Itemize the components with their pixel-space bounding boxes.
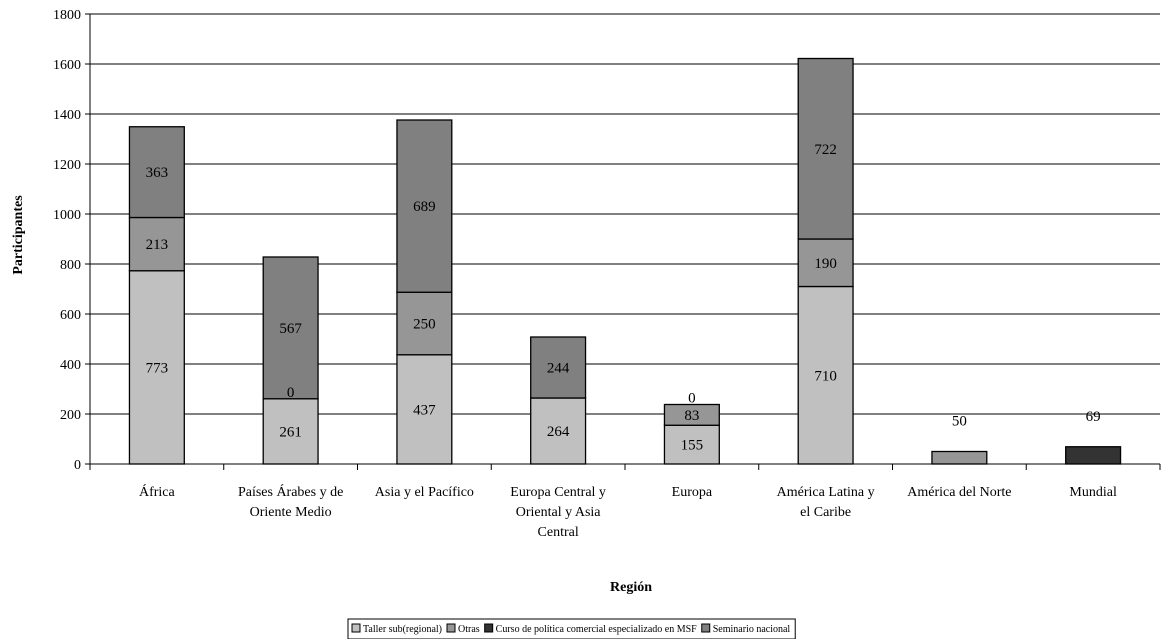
legend: Taller sub(regional) Otras Curso de políti… [347,618,796,640]
bar-segment [396,354,453,465]
legend-swatch [701,623,711,633]
data-label: 722 [814,142,837,158]
y-tick-label: 1400 [53,108,81,123]
data-label: 190 [814,256,837,272]
x-axis-title: Región [610,580,652,595]
data-label: 689 [413,199,436,215]
y-tick-label: 400 [60,358,81,373]
data-label: 0 [287,385,295,401]
legend-item-label: Seminario nacional [713,624,791,635]
data-label: 261 [279,424,302,440]
x-category-label: el Caribe [800,505,851,520]
data-label: 773 [146,360,169,376]
bar-segment [1065,446,1122,465]
data-label: 250 [413,317,436,333]
axes: 0 200 400 600 800 1000 1200 1400 1600 1800 África P… [53,8,1161,540]
bar-segment [797,285,854,465]
x-category-label: América Latina y [777,485,875,500]
bar-segment [663,403,720,426]
data-label: 437 [413,402,436,418]
bar-segment [931,450,988,465]
legend-swatch [446,623,456,633]
y-tick-label: 600 [60,308,81,323]
y-axis-title: Participantes [11,195,26,275]
y-tick-label: 1600 [53,58,81,73]
y-tick-label: 0 [74,458,81,473]
bar-segment [797,238,854,288]
y-tick-label: 1000 [53,208,81,223]
data-label: 155 [681,438,704,454]
x-category-label: Asia y el Pacífico [375,485,474,500]
bar-segment [128,126,185,219]
bar-segment [797,57,854,240]
x-category-label: Países Árabes y de [238,483,343,500]
bar-segment [530,336,587,399]
x-category-label: África [139,483,176,500]
data-labels: 7732133632610567437250689264244155830710… [146,142,1101,454]
y-tick-label: 200 [60,408,81,423]
data-label: 264 [547,424,570,440]
data-label: 69 [1086,409,1101,425]
data-label: 244 [547,361,570,377]
legend-swatch [484,623,494,633]
data-label: 0 [688,391,696,407]
data-label: 213 [146,237,169,253]
bars [128,57,1122,465]
bar-segment [530,397,587,465]
x-category-label: Europa Central y [510,485,606,500]
y-tick-label: 1800 [53,8,81,23]
data-label: 567 [279,321,302,337]
bar-segment [128,216,185,272]
x-category-label: Central [538,525,579,540]
legend-item-label: Curso de política comercial especializad… [496,624,697,635]
data-label: 50 [952,414,967,430]
legend-item-label: Taller sub(regional) [363,624,442,635]
x-category-label: Oriente Medio [250,505,332,520]
x-category-label: Mundial [1069,485,1117,500]
x-category-label: América del Norte [907,485,1011,500]
legend-swatch [351,623,361,633]
data-label: 363 [146,165,169,181]
x-category-label: Oriental y Asia [516,505,602,520]
bar-segment [262,256,319,400]
bar-segment [396,119,453,293]
x-category-label: Europa [672,485,713,500]
y-tick-label: 1200 [53,158,81,173]
legend-item-label: Otras [458,624,480,635]
bar-segment [128,270,185,465]
gridlines [90,13,1160,415]
y-tick-label: 800 [60,258,81,273]
data-label: 710 [814,368,837,384]
data-label: 83 [684,408,699,424]
